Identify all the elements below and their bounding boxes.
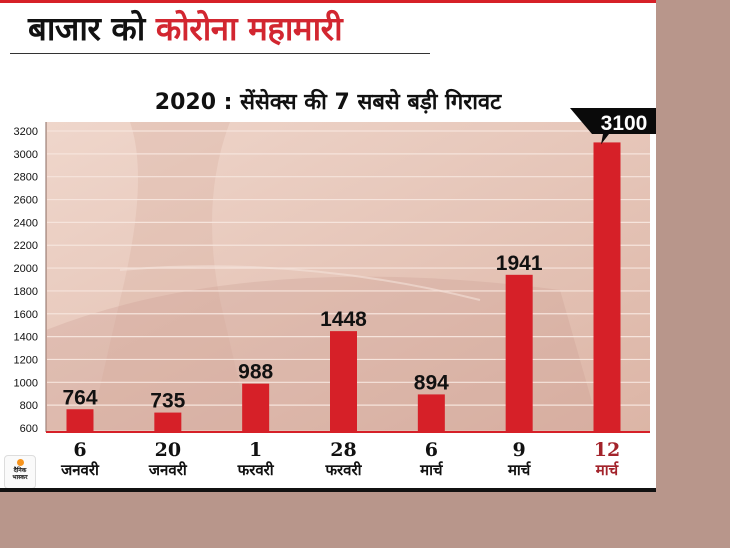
bar bbox=[66, 409, 94, 432]
x-label-day: 20 bbox=[154, 439, 182, 461]
bar bbox=[505, 274, 533, 432]
x-label-month: जनवरी bbox=[61, 461, 99, 479]
x-category-label: 12 मार्च bbox=[567, 440, 647, 480]
y-tick-label: 3200 bbox=[14, 126, 38, 138]
value-label: 988 bbox=[238, 361, 273, 384]
y-tick-label: 2200 bbox=[14, 240, 38, 252]
y-tick-label: 1400 bbox=[14, 332, 38, 344]
y-tick-label: 3000 bbox=[14, 149, 38, 161]
y-tick-label: 1800 bbox=[14, 286, 38, 298]
y-tick-label: 600 bbox=[20, 423, 38, 435]
value-label: 1448 bbox=[320, 308, 367, 331]
headline-part-2: कोरोना महामारी bbox=[155, 9, 343, 48]
y-tick-label: 1600 bbox=[14, 309, 38, 321]
dainik-bhaskar-logo: दैनिक भास्कर bbox=[4, 455, 36, 489]
logo-line-2: भास्कर bbox=[12, 474, 28, 481]
bar-chart: 600 800 1000 1200 1400 1600 1800 2000 2200 2400 26… bbox=[14, 108, 656, 435]
bar bbox=[154, 412, 182, 432]
y-tick-label: 800 bbox=[20, 400, 38, 412]
y-tick-label: 2400 bbox=[14, 217, 38, 229]
bar bbox=[593, 142, 621, 432]
building-base-shape bbox=[46, 276, 600, 430]
x-category-label: 9 मार्च bbox=[479, 440, 559, 480]
bar bbox=[242, 383, 270, 432]
callout-box bbox=[570, 108, 656, 145]
x-label-month: फरवरी bbox=[237, 461, 274, 479]
x-category-label: 6 मार्च bbox=[391, 440, 471, 480]
bars bbox=[66, 142, 621, 432]
headline-part-1: बाजार को bbox=[28, 9, 145, 48]
headline-underline bbox=[10, 53, 430, 54]
x-label-day: 9 bbox=[512, 439, 526, 461]
value-label: 894 bbox=[414, 371, 449, 394]
x-category-label: 6 जनवरी bbox=[40, 440, 120, 480]
bar bbox=[330, 331, 357, 432]
value-labels: 764 735 988 1448 894 1941 bbox=[62, 252, 542, 413]
x-label-day: 1 bbox=[249, 439, 263, 461]
top-red-rule bbox=[0, 0, 656, 3]
x-category-label: 1 फरवरी bbox=[216, 440, 296, 480]
x-label-day: 12 bbox=[593, 439, 621, 461]
x-label-month: जनवरी bbox=[148, 461, 187, 479]
highlight-callout: 3100 bbox=[570, 108, 656, 145]
value-label: 735 bbox=[150, 390, 185, 413]
x-label-month: मार्च bbox=[420, 461, 443, 479]
x-label-month: मार्च bbox=[595, 461, 619, 479]
y-tick-label: 1200 bbox=[14, 354, 38, 366]
building-arc bbox=[119, 265, 481, 301]
x-label-day: 6 bbox=[424, 439, 438, 461]
x-label-day: 28 bbox=[330, 439, 357, 461]
infographic-panel: बाजार को कोरोना महामारी 2020 : सेंसेक्स … bbox=[0, 0, 656, 490]
x-label-month: मार्च bbox=[507, 461, 531, 479]
bottom-rule bbox=[0, 488, 656, 492]
value-label: 764 bbox=[62, 386, 97, 409]
x-category-label: 28 फरवरी bbox=[304, 440, 384, 480]
y-axis: 600 800 1000 1200 1400 1600 1800 2000 2200 2400 26… bbox=[14, 126, 38, 435]
highlight-value-label: 3100 bbox=[601, 112, 648, 135]
y-tick-label: 2000 bbox=[14, 263, 38, 275]
y-tick-label: 1000 bbox=[14, 377, 38, 389]
logo-line-1: दैनिक bbox=[13, 467, 27, 474]
chart-title: 2020 : सेंसेक्स की 7 सबसे बड़ी गिरावट bbox=[154, 90, 502, 115]
y-tick-label: 2800 bbox=[14, 172, 38, 184]
logo-sun-icon bbox=[16, 459, 24, 466]
x-label-month: फरवरी bbox=[325, 461, 362, 479]
value-label: 1941 bbox=[496, 252, 543, 275]
headline: बाजार को कोरोना महामारी bbox=[28, 8, 343, 50]
x-category-label: 20 जनवरी bbox=[128, 440, 208, 480]
x-label-day: 6 bbox=[73, 439, 87, 461]
bar bbox=[417, 394, 445, 432]
y-tick-label: 2600 bbox=[14, 195, 38, 207]
